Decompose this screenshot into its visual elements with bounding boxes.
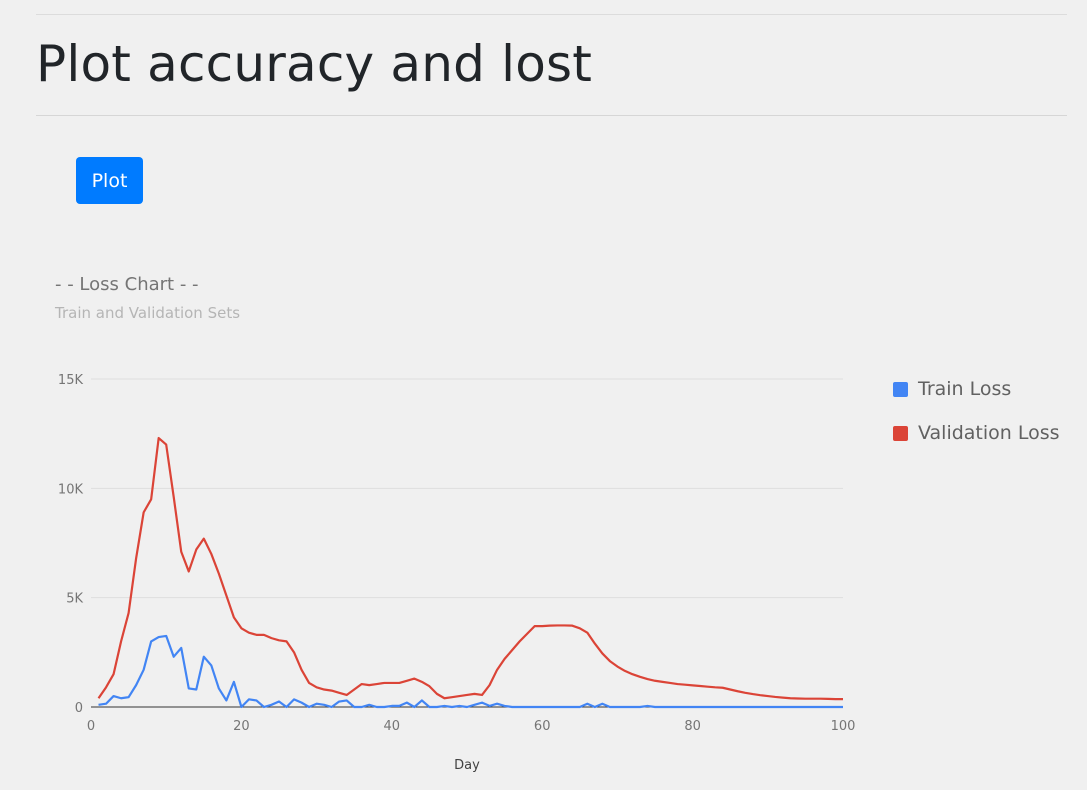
x-tick-label: 20 bbox=[233, 719, 250, 734]
legend-label-train-loss: Train Loss bbox=[918, 378, 1012, 400]
x-axis-label: Day bbox=[454, 758, 480, 773]
legend-swatch-validation-loss bbox=[893, 425, 908, 441]
legend-item-train-loss[interactable]: Train Loss bbox=[893, 378, 1060, 400]
x-tick-label: 40 bbox=[384, 719, 401, 734]
top-divider bbox=[36, 14, 1067, 15]
y-tick-label: 0 bbox=[75, 701, 83, 716]
title-divider bbox=[36, 115, 1067, 116]
series-line-train-loss[interactable] bbox=[98, 634, 843, 709]
y-tick-label: 15K bbox=[58, 373, 84, 388]
chart-subtitle: Train and Validation Sets bbox=[55, 304, 241, 322]
plot-button[interactable]: Plot bbox=[76, 157, 143, 204]
series-layer bbox=[97, 436, 843, 709]
y-tick-label: 5K bbox=[66, 592, 83, 607]
chart-legend: Train Loss Validation Loss bbox=[893, 378, 1060, 466]
y-axis-ticks: 0 5K 10K 15K bbox=[58, 373, 84, 716]
x-axis-ticks: 0 20 40 60 80 100 bbox=[87, 719, 856, 734]
x-tick-label: 100 bbox=[831, 719, 856, 734]
loss-chart: 0 5K 10K 15K 0 20 40 60 80 100 Day - - Loss Char… bbox=[0, 250, 1087, 790]
x-tick-label: 60 bbox=[534, 719, 551, 734]
legend-swatch-train-loss bbox=[893, 381, 908, 397]
y-tick-label: 10K bbox=[58, 482, 84, 497]
legend-label-validation-loss: Validation Loss bbox=[918, 422, 1060, 444]
x-tick-label: 0 bbox=[87, 719, 95, 734]
legend-item-validation-loss[interactable]: Validation Loss bbox=[893, 422, 1060, 444]
chart-title: - - Loss Chart - - bbox=[55, 274, 199, 295]
page-title: Plot accuracy and lost bbox=[36, 35, 593, 93]
series-line-validation-loss[interactable] bbox=[97, 436, 843, 701]
loss-chart-svg: 0 5K 10K 15K 0 20 40 60 80 100 Day bbox=[58, 373, 856, 773]
x-tick-label: 80 bbox=[684, 719, 701, 734]
